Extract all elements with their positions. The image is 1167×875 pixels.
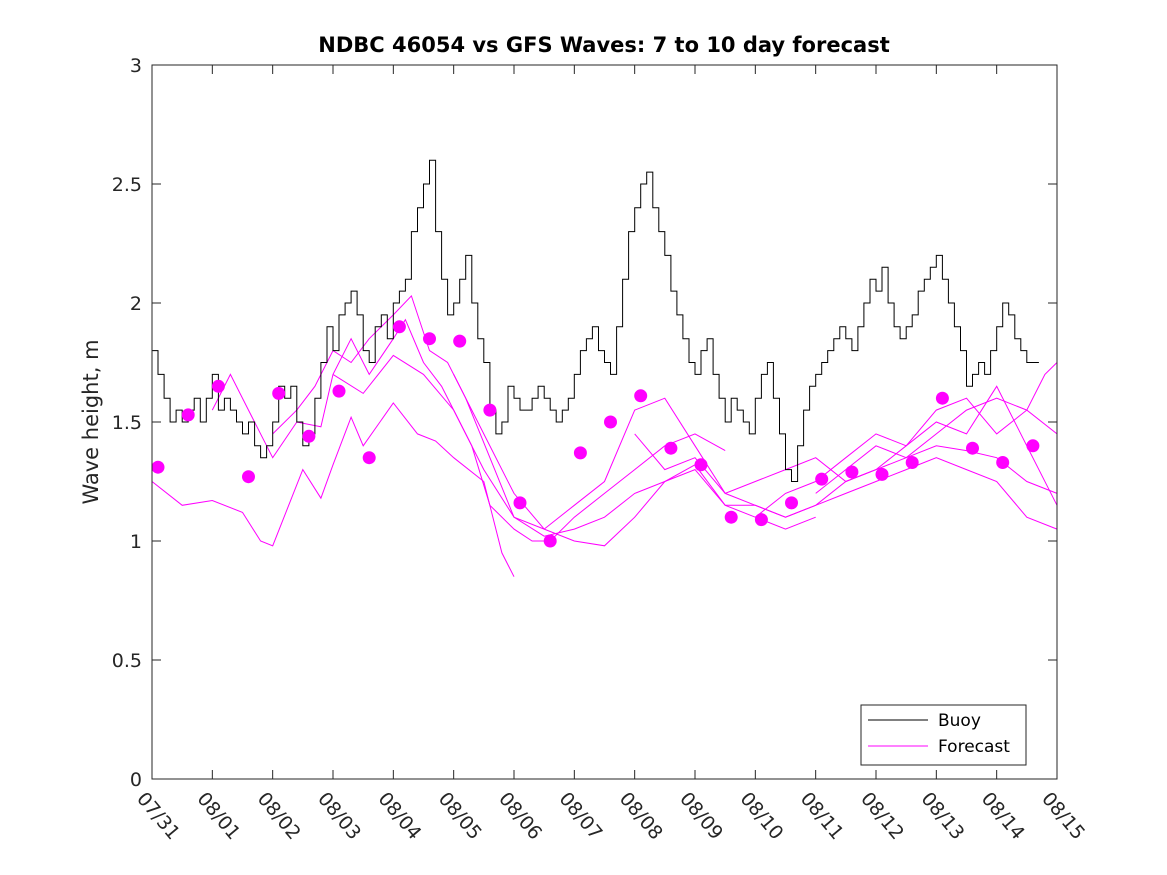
forecast-marker <box>242 470 255 484</box>
forecast-marker <box>423 332 436 346</box>
forecast-marker <box>332 384 346 398</box>
chart-title: NDBC 46054 vs GFS Waves: 7 to 10 day for… <box>318 33 889 57</box>
forecast-marker <box>453 334 467 348</box>
forecast-marker <box>483 403 497 417</box>
forecast-marker <box>634 389 648 403</box>
forecast-marker <box>604 415 617 429</box>
forecast-line <box>453 374 1058 530</box>
legend-buoy-label: Buoy <box>938 711 981 731</box>
forecast-marker <box>935 391 949 405</box>
legend-forecast-label: Forecast <box>938 737 1010 757</box>
forecast-marker <box>272 386 286 400</box>
y-tick-label: 1 <box>130 531 142 553</box>
y-tick-label: 0 <box>130 769 142 791</box>
legend-box <box>860 704 1027 766</box>
y-tick-label: 3 <box>130 55 142 77</box>
forecast-marker <box>966 441 979 455</box>
y-tick-label: 0.5 <box>112 650 142 672</box>
forecast-marker <box>151 460 165 474</box>
series-layer <box>151 159 1058 577</box>
legend: Buoy Forecast <box>860 704 1027 766</box>
forecast-line <box>272 294 816 537</box>
forecast-marker <box>573 446 587 460</box>
forecast-marker <box>1026 439 1040 453</box>
forecast-marker <box>181 408 195 422</box>
forecast-line <box>754 362 1058 518</box>
forecast-marker <box>694 458 708 472</box>
forecast-marker <box>211 379 225 393</box>
forecast-marker <box>996 456 1010 469</box>
forecast-marker <box>302 429 316 443</box>
forecast-marker <box>905 456 919 469</box>
forecast-marker <box>362 451 376 465</box>
forecast-marker <box>875 467 889 481</box>
forecast-marker <box>754 513 768 527</box>
buoy-line <box>152 159 1039 482</box>
forecast-marker <box>815 472 829 486</box>
forecast-marker <box>392 320 406 334</box>
y-axis-label: Wave height, m <box>79 339 103 504</box>
forecast-marker <box>845 465 859 479</box>
forecast-marker <box>724 510 738 524</box>
forecast-line <box>151 402 515 577</box>
y-tick-label: 2 <box>130 293 142 315</box>
y-tick-label: 2.5 <box>112 174 142 196</box>
forecast-marker <box>664 441 678 455</box>
y-tick-label: 1.5 <box>112 412 142 434</box>
forecast-marker <box>785 496 798 510</box>
forecast-marker <box>543 534 557 548</box>
forecast-marker <box>513 496 527 510</box>
forecast-line <box>815 397 1058 494</box>
